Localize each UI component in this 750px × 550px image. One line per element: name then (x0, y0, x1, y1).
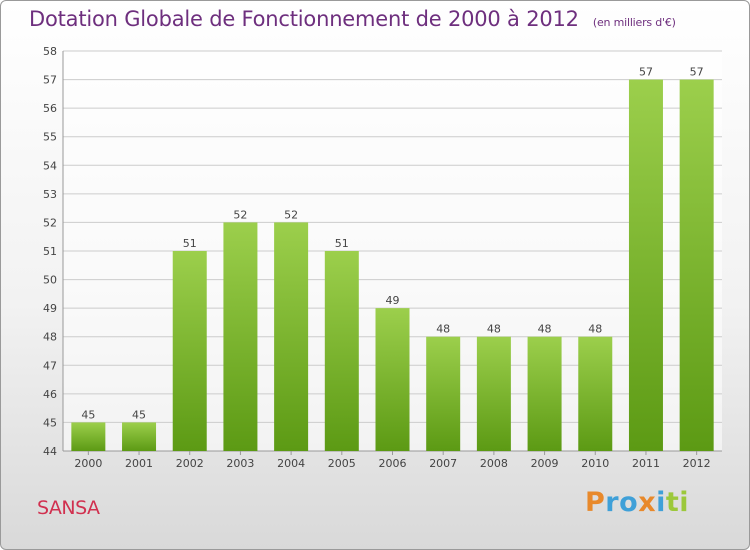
bar (122, 422, 157, 451)
bar-value-label: 48 (538, 323, 552, 336)
y-tick-label: 51 (43, 245, 57, 258)
y-tick-label: 55 (43, 131, 57, 144)
bar (426, 336, 461, 451)
x-tick-label: 2008 (480, 457, 508, 470)
y-tick-label: 47 (43, 359, 57, 372)
y-tick-label: 48 (43, 331, 57, 344)
proxiti-logo[interactable]: Proxiti (585, 487, 689, 518)
y-tick-label: 54 (43, 159, 57, 172)
y-tick-label: 53 (43, 188, 57, 201)
x-tick-label: 2007 (429, 457, 457, 470)
x-tick-label: 2003 (226, 457, 254, 470)
logo-letter: o (619, 487, 639, 518)
y-tick-label: 58 (43, 45, 57, 58)
y-tick-label: 46 (43, 388, 57, 401)
x-tick-label: 2004 (277, 457, 305, 470)
x-tick-label: 2005 (328, 457, 356, 470)
bar (274, 222, 309, 451)
bar (578, 336, 613, 451)
y-tick-label: 44 (43, 445, 57, 458)
bar-value-label: 49 (386, 294, 400, 307)
logo-letter: t (665, 487, 680, 518)
bar (527, 336, 562, 451)
bar (375, 308, 410, 451)
bar (324, 251, 359, 451)
bar-value-label: 48 (436, 323, 450, 336)
logo-letter: i (656, 487, 666, 518)
logo-letter: x (638, 487, 657, 518)
y-tick-label: 52 (43, 216, 57, 229)
y-tick-label: 56 (43, 102, 57, 115)
y-tick-label: 50 (43, 274, 57, 287)
chart-subtitle: (en milliers d'€) (592, 16, 676, 29)
y-tick-label: 49 (43, 302, 57, 315)
bar (476, 336, 511, 451)
x-tick-label: 2001 (125, 457, 153, 470)
logo-letter: r (605, 487, 620, 518)
bar-value-label: 52 (284, 208, 298, 221)
bar-value-label: 51 (335, 237, 349, 250)
bar-value-label: 48 (487, 323, 501, 336)
x-tick-label: 2012 (683, 457, 711, 470)
x-tick-label: 2011 (632, 457, 660, 470)
bar (679, 79, 714, 452)
bar (628, 79, 663, 452)
chart-title: Dotation Globale de Fonctionnement de 20… (29, 7, 676, 31)
y-tick-label: 45 (43, 416, 57, 429)
x-tick-label: 2000 (74, 457, 102, 470)
bar (172, 251, 207, 451)
bar-value-label: 57 (690, 66, 704, 79)
x-tick-label: 2010 (581, 457, 609, 470)
y-tick-label: 57 (43, 74, 57, 87)
bar (71, 422, 106, 451)
bar-value-label: 45 (81, 408, 95, 421)
logo-letter: P (585, 487, 606, 518)
logo-letter: i (679, 487, 690, 518)
bar-value-label: 57 (639, 66, 653, 79)
town-name: SANSA (37, 497, 100, 519)
x-tick-label: 2009 (531, 457, 559, 470)
bar-value-label: 52 (233, 208, 247, 221)
x-tick-label: 2002 (176, 457, 204, 470)
bar (223, 222, 258, 451)
bar-value-label: 51 (183, 237, 197, 250)
bar-value-label: 48 (588, 323, 602, 336)
x-tick-label: 2006 (379, 457, 407, 470)
title-text: Dotation Globale de Fonctionnement de 20… (29, 7, 579, 31)
bar-value-label: 45 (132, 408, 146, 421)
